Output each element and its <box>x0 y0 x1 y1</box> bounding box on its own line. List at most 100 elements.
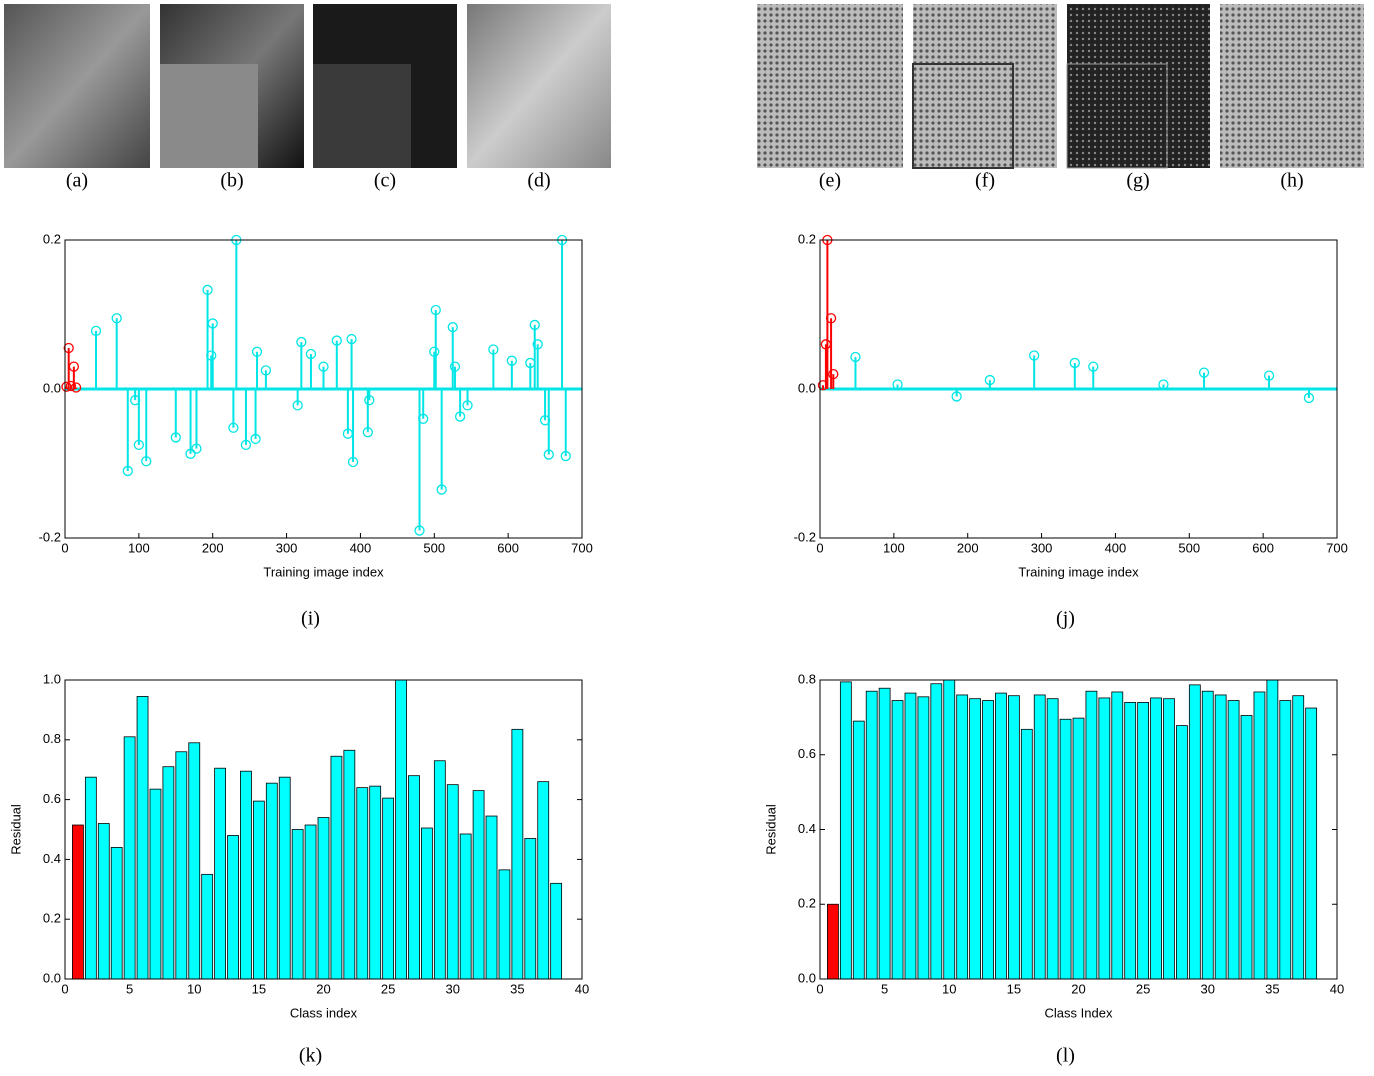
stem <box>250 389 261 445</box>
stem <box>240 389 252 451</box>
image <box>4 4 150 168</box>
stem <box>506 355 517 389</box>
x-tick-label: 400 <box>1105 540 1127 555</box>
stem-marker <box>185 448 196 459</box>
panel-label: (h) <box>1280 170 1303 192</box>
face-images <box>4 4 1364 169</box>
image <box>467 4 611 168</box>
bar <box>240 770 252 980</box>
plot-frame <box>819 679 1338 980</box>
x-tick-label: 500 <box>1178 540 1200 555</box>
bar <box>227 835 239 980</box>
stem-marker <box>250 433 261 445</box>
panel-label: (f) <box>975 170 995 192</box>
bar <box>1292 695 1305 980</box>
stem <box>65 380 77 392</box>
stem <box>191 389 202 454</box>
stem <box>331 335 342 389</box>
stem <box>364 389 375 406</box>
x-tick-label: 40 <box>1330 981 1344 996</box>
x-tick-label: 200 <box>957 540 979 555</box>
stem-marker <box>122 465 133 477</box>
bar <box>891 700 904 980</box>
stem-marker <box>251 346 263 357</box>
stem <box>260 365 272 389</box>
y-tick-label: 0.0 <box>43 380 61 395</box>
y-tick-label: 0.0 <box>798 380 816 395</box>
bar <box>485 815 498 980</box>
stem <box>825 313 837 389</box>
stem <box>828 368 839 389</box>
image <box>1066 63 1168 169</box>
stem-marker <box>560 450 571 462</box>
stem <box>1303 389 1315 404</box>
bar <box>1085 690 1098 980</box>
x-tick-label: 20 <box>1071 981 1085 996</box>
stem <box>951 389 962 402</box>
image <box>912 63 1014 169</box>
panel-label: (c) <box>374 170 396 192</box>
bar <box>265 782 278 980</box>
bar <box>956 694 969 980</box>
panel-caption: (l) <box>1056 1045 1075 1067</box>
bar <box>175 751 188 980</box>
plot-frame <box>819 239 1338 539</box>
bar <box>524 838 537 980</box>
y-tick-label: 0.8 <box>798 671 816 686</box>
stem-marker <box>1263 370 1275 381</box>
stem-marker <box>414 525 425 536</box>
stem <box>1069 357 1080 389</box>
stem <box>429 346 440 389</box>
stem-marker <box>850 351 861 363</box>
x-tick-label: 0 <box>816 540 823 555</box>
stem <box>892 379 903 390</box>
panel-label: (a) <box>66 170 88 192</box>
bar <box>110 847 123 980</box>
stem-marker <box>207 318 218 329</box>
bar <box>395 679 407 980</box>
stem <box>1263 370 1275 389</box>
bar <box>278 776 291 980</box>
stem <box>436 389 447 495</box>
bar <box>1007 695 1020 980</box>
stem <box>70 382 82 393</box>
bar <box>827 903 839 980</box>
stem-marker <box>347 456 359 468</box>
stem-marker <box>436 484 447 495</box>
stem <box>133 389 145 451</box>
x-tick-label: 0 <box>61 981 68 996</box>
x-tick-label: 400 <box>350 540 372 555</box>
x-tick-label: 600 <box>1252 540 1274 555</box>
stem <box>850 351 861 389</box>
image <box>1220 4 1364 168</box>
y-tick-label: 0.4 <box>798 821 816 836</box>
y-axis-label: Residual <box>763 804 778 855</box>
stem <box>525 357 536 389</box>
bar <box>72 824 84 980</box>
stem <box>122 389 133 477</box>
stem-marker <box>292 400 303 411</box>
x-tick-label: 10 <box>942 981 956 996</box>
stem <box>90 325 102 389</box>
stem-marker <box>984 374 996 386</box>
bar <box>356 787 369 980</box>
stem <box>296 336 307 389</box>
bar <box>1072 717 1085 980</box>
y-tick-label: 0.8 <box>43 731 61 746</box>
bar <box>904 692 917 980</box>
stem <box>1088 361 1099 389</box>
image <box>757 4 903 168</box>
bar <box>1188 684 1201 980</box>
x-tick-label: 30 <box>446 981 460 996</box>
stem-marker <box>63 342 74 354</box>
stem-marker <box>418 413 429 424</box>
bar <box>408 775 420 980</box>
y-tick-label: 0.2 <box>798 231 816 246</box>
stem-marker <box>825 313 837 324</box>
stem <box>141 389 152 467</box>
panel-caption: (k) <box>299 1045 322 1067</box>
x-tick-label: 35 <box>510 981 524 996</box>
x-tick-label: 5 <box>881 981 888 996</box>
bar <box>188 742 201 980</box>
y-tick-label: 1.0 <box>43 671 61 686</box>
